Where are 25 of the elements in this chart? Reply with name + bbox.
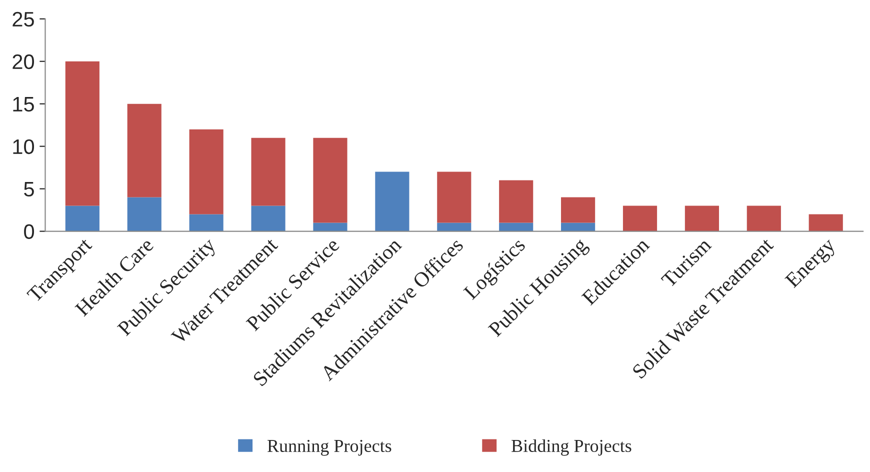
y-tick-label: 15 <box>13 97 34 112</box>
bar <box>561 197 596 223</box>
bar <box>65 206 100 232</box>
bar <box>189 214 224 232</box>
bar <box>746 206 781 232</box>
bar <box>65 61 100 206</box>
y-tick-label: 20 <box>12 54 34 70</box>
bar <box>499 180 534 223</box>
y-tick-label: 0 <box>24 224 34 240</box>
bar <box>127 197 162 232</box>
legend-label: Running Projects <box>268 440 392 456</box>
bar <box>808 214 843 232</box>
bar <box>251 206 286 232</box>
bar <box>375 172 410 232</box>
bar <box>437 172 472 223</box>
bar <box>189 129 224 214</box>
legend-label: Bidding Projects <box>512 439 632 456</box>
bar <box>313 138 348 223</box>
y-tick-label: 5 <box>24 182 34 197</box>
bar <box>622 206 658 232</box>
y-tick-label: 10 <box>13 139 34 154</box>
y-tick-label: 25 <box>12 12 34 27</box>
bar <box>684 206 719 232</box>
bar <box>127 104 162 198</box>
bar <box>251 138 286 206</box>
